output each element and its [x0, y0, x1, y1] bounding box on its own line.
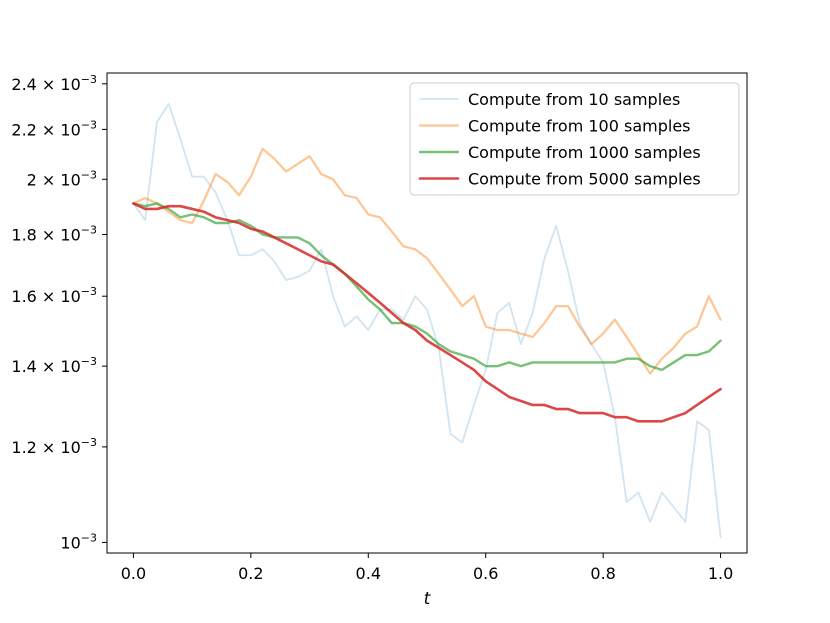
y-tick-base: 2.4 × 10: [11, 75, 80, 94]
plot-area-frame: [106, 72, 748, 554]
series-line-4: [132, 202, 722, 423]
y-tick-label: 1.2 × 10−3: [11, 436, 97, 457]
y-tick-exponent: −3: [81, 224, 97, 237]
legend-box: [409, 82, 740, 196]
legend: Compute from 10 samples Compute from 100 …: [409, 82, 740, 196]
y-tick-label: 2 × 10−3: [27, 168, 97, 189]
y-tick-base: 10: [60, 533, 80, 552]
y-tick-exponent: −3: [81, 168, 97, 181]
series-layer: [132, 102, 722, 539]
legend-label-4: Compute from 5000 samples: [468, 170, 701, 189]
x-tick-label: 0.2: [238, 564, 263, 583]
y-tick-base: 2 × 10: [27, 170, 81, 189]
series-line-2: [132, 147, 722, 375]
y-tick-exponent: −3: [81, 285, 97, 298]
y-tick-exponent: −3: [81, 118, 97, 131]
y-tick-base: 1.6 × 10: [11, 287, 80, 306]
x-tick-label: 0.4: [356, 564, 381, 583]
x-axis: 0.0 0.2 0.4 0.6 0.8 1.0: [121, 553, 733, 583]
legend-label-3: Compute from 1000 samples: [468, 143, 701, 162]
y-tick-exponent: −3: [81, 355, 97, 368]
x-axis-label: t: [424, 589, 432, 609]
y-tick-base: 1.8 × 10: [11, 226, 80, 245]
legend-label-2: Compute from 100 samples: [468, 117, 691, 136]
y-tick-base: 1.4 × 10: [11, 357, 80, 376]
y-tick-exponent: −3: [81, 73, 97, 86]
x-tick-label: 0.0: [121, 564, 146, 583]
y-tick-exponent: −3: [81, 531, 97, 544]
x-tick-label: 1.0: [708, 564, 733, 583]
y-tick-label: 2.4 × 10−3: [11, 73, 97, 94]
series-line-1: [132, 102, 722, 539]
x-tick-label: 0.6: [473, 564, 498, 583]
y-tick-label: 1.8 × 10−3: [11, 224, 97, 245]
y-tick-label: 1.4 × 10−3: [11, 355, 97, 376]
y-tick-label: 10−3: [60, 531, 97, 552]
x-tick-label: 0.8: [590, 564, 615, 583]
y-tick-exponent: −3: [81, 436, 97, 449]
y-tick-label: 1.6 × 10−3: [11, 285, 97, 306]
y-tick-label: 2.2 × 10−3: [11, 118, 97, 139]
legend-label-1: Compute from 10 samples: [468, 90, 680, 109]
y-tick-base: 1.2 × 10: [11, 438, 80, 457]
y-axis: 10−31.2 × 10−31.4 × 10−31.6 × 10−31.8 × …: [11, 73, 107, 552]
y-tick-base: 2.2 × 10: [11, 120, 80, 139]
